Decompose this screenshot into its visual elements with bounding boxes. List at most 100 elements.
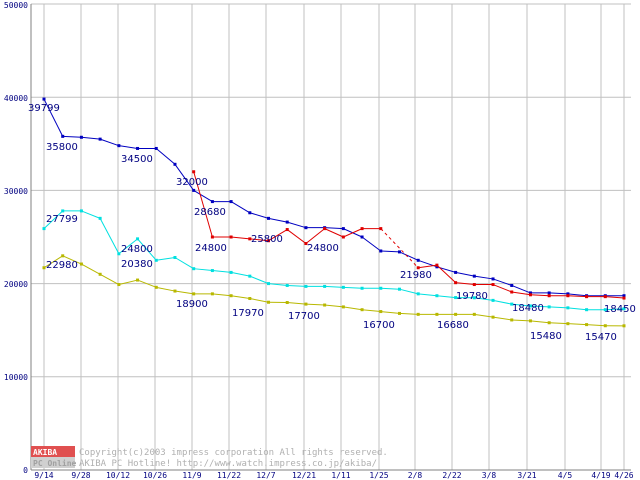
data-label-blue: 28680 bbox=[194, 207, 226, 218]
x-tick-label: 4/26 bbox=[614, 471, 633, 480]
series-cyan-point bbox=[416, 292, 420, 296]
y-tick-label: 0 bbox=[23, 466, 28, 475]
series-olive-point bbox=[229, 294, 233, 298]
series-olive-segment bbox=[118, 279, 138, 286]
series-olive-point bbox=[117, 283, 121, 287]
series-olive-segment bbox=[567, 323, 587, 326]
series-olive-segment bbox=[287, 302, 306, 305]
series-cyan-segment bbox=[43, 210, 64, 229]
series-red-segment bbox=[193, 171, 213, 238]
series-cyan-segment bbox=[549, 306, 568, 309]
series-blue-point bbox=[491, 277, 495, 281]
series-cyan-point bbox=[435, 294, 439, 298]
series-blue-point bbox=[285, 220, 289, 224]
series-red-point bbox=[192, 170, 196, 174]
x-tick-label: 1/25 bbox=[369, 471, 388, 480]
y-tick-label: 20000 bbox=[4, 280, 28, 289]
series-blue-point bbox=[248, 211, 252, 215]
series-blue-point bbox=[267, 216, 271, 220]
series-olive-point bbox=[566, 322, 570, 326]
x-tick-label: 4/5 bbox=[558, 471, 573, 480]
series-cyan-point bbox=[622, 307, 626, 311]
series-red-point bbox=[285, 228, 289, 232]
series-cyan-segment bbox=[81, 210, 101, 219]
series-cyan-segment bbox=[193, 268, 213, 272]
data-label-cyan: 27799 bbox=[46, 214, 78, 225]
series-cyan-segment bbox=[137, 238, 157, 261]
series-cyan-segment bbox=[343, 286, 363, 289]
data-label-olive: 15470 bbox=[585, 332, 617, 343]
series-cyan-point bbox=[154, 258, 158, 262]
series-blue-segment bbox=[99, 138, 120, 147]
data-label-olive: 22980 bbox=[46, 260, 78, 271]
series-red-point bbox=[603, 295, 607, 299]
series-olive-point bbox=[454, 312, 458, 316]
data-label-olive: 17700 bbox=[288, 311, 320, 322]
series-olive-segment bbox=[62, 255, 82, 265]
series-olive-point bbox=[154, 285, 158, 289]
series-red-point bbox=[585, 295, 589, 299]
series-olive-point bbox=[210, 292, 214, 296]
x-tick-label: 12/21 bbox=[292, 471, 316, 480]
series-blue-point bbox=[341, 227, 345, 231]
series-red-point bbox=[510, 290, 514, 294]
series-blue-point bbox=[454, 270, 458, 274]
series-blue-point bbox=[42, 97, 46, 101]
series-cyan-point bbox=[379, 286, 383, 290]
series-cyan-point bbox=[229, 270, 233, 274]
series-red-segment bbox=[231, 236, 250, 240]
series-blue-point bbox=[210, 200, 214, 204]
series-olive-segment bbox=[305, 303, 325, 306]
series-olive-segment bbox=[249, 298, 269, 303]
series-olive-point bbox=[528, 319, 532, 323]
series-blue-segment bbox=[81, 136, 101, 140]
series-blue-segment bbox=[193, 189, 213, 203]
series-blue-point bbox=[173, 162, 177, 166]
series-cyan-point bbox=[267, 282, 271, 286]
series-cyan-segment bbox=[492, 299, 512, 305]
series-cyan-point bbox=[472, 296, 476, 300]
x-tick-label: 10/12 bbox=[106, 471, 130, 480]
series-cyan-point bbox=[397, 287, 401, 291]
series-cyan-point bbox=[285, 283, 289, 287]
logo-text-top: AKIBA bbox=[33, 448, 57, 457]
series-red-point bbox=[454, 281, 458, 285]
data-label-red: 18450 bbox=[604, 304, 636, 315]
series-red-point bbox=[267, 239, 271, 243]
series-blue-point bbox=[566, 292, 570, 296]
series-cyan-segment bbox=[230, 271, 250, 277]
series-red-segment bbox=[249, 238, 269, 242]
series-blue-point bbox=[528, 291, 532, 295]
series-red-point bbox=[566, 294, 570, 298]
series-blue-segment bbox=[62, 135, 82, 138]
series-red-point bbox=[435, 263, 439, 267]
series-blue-point bbox=[510, 283, 514, 287]
grid-vertical bbox=[43, 4, 625, 470]
series-olive-point bbox=[397, 311, 401, 315]
series-olive-point bbox=[491, 315, 495, 319]
series-olive-segment bbox=[99, 273, 120, 285]
series-red-segment bbox=[380, 228, 419, 269]
series-olive-segment bbox=[511, 319, 531, 322]
x-tick-label: 2/8 bbox=[408, 471, 423, 480]
series-blue-segment bbox=[155, 148, 176, 165]
series-blue-segment bbox=[380, 250, 400, 253]
series-cyan-point bbox=[510, 302, 514, 306]
series-blue-segment bbox=[511, 284, 531, 294]
series-red-point bbox=[416, 266, 420, 270]
series-blue-point bbox=[416, 258, 420, 262]
data-label-red: 19780 bbox=[456, 291, 488, 302]
series-cyan-segment bbox=[605, 308, 625, 311]
series-red-point bbox=[210, 235, 214, 239]
y-tick-label: 30000 bbox=[4, 187, 28, 196]
series-olive-point bbox=[379, 310, 383, 314]
data-label-red: 21980 bbox=[400, 270, 432, 281]
series-cyan-segment bbox=[567, 307, 587, 311]
series-cyan-point bbox=[603, 308, 607, 312]
series-olive-point bbox=[472, 312, 476, 316]
series-cyan-segment bbox=[324, 285, 344, 288]
series-blue-segment bbox=[249, 212, 269, 219]
series-red-point bbox=[491, 283, 495, 287]
series-red-point bbox=[360, 227, 364, 231]
logo-text-bottom: PC Online bbox=[33, 458, 77, 468]
